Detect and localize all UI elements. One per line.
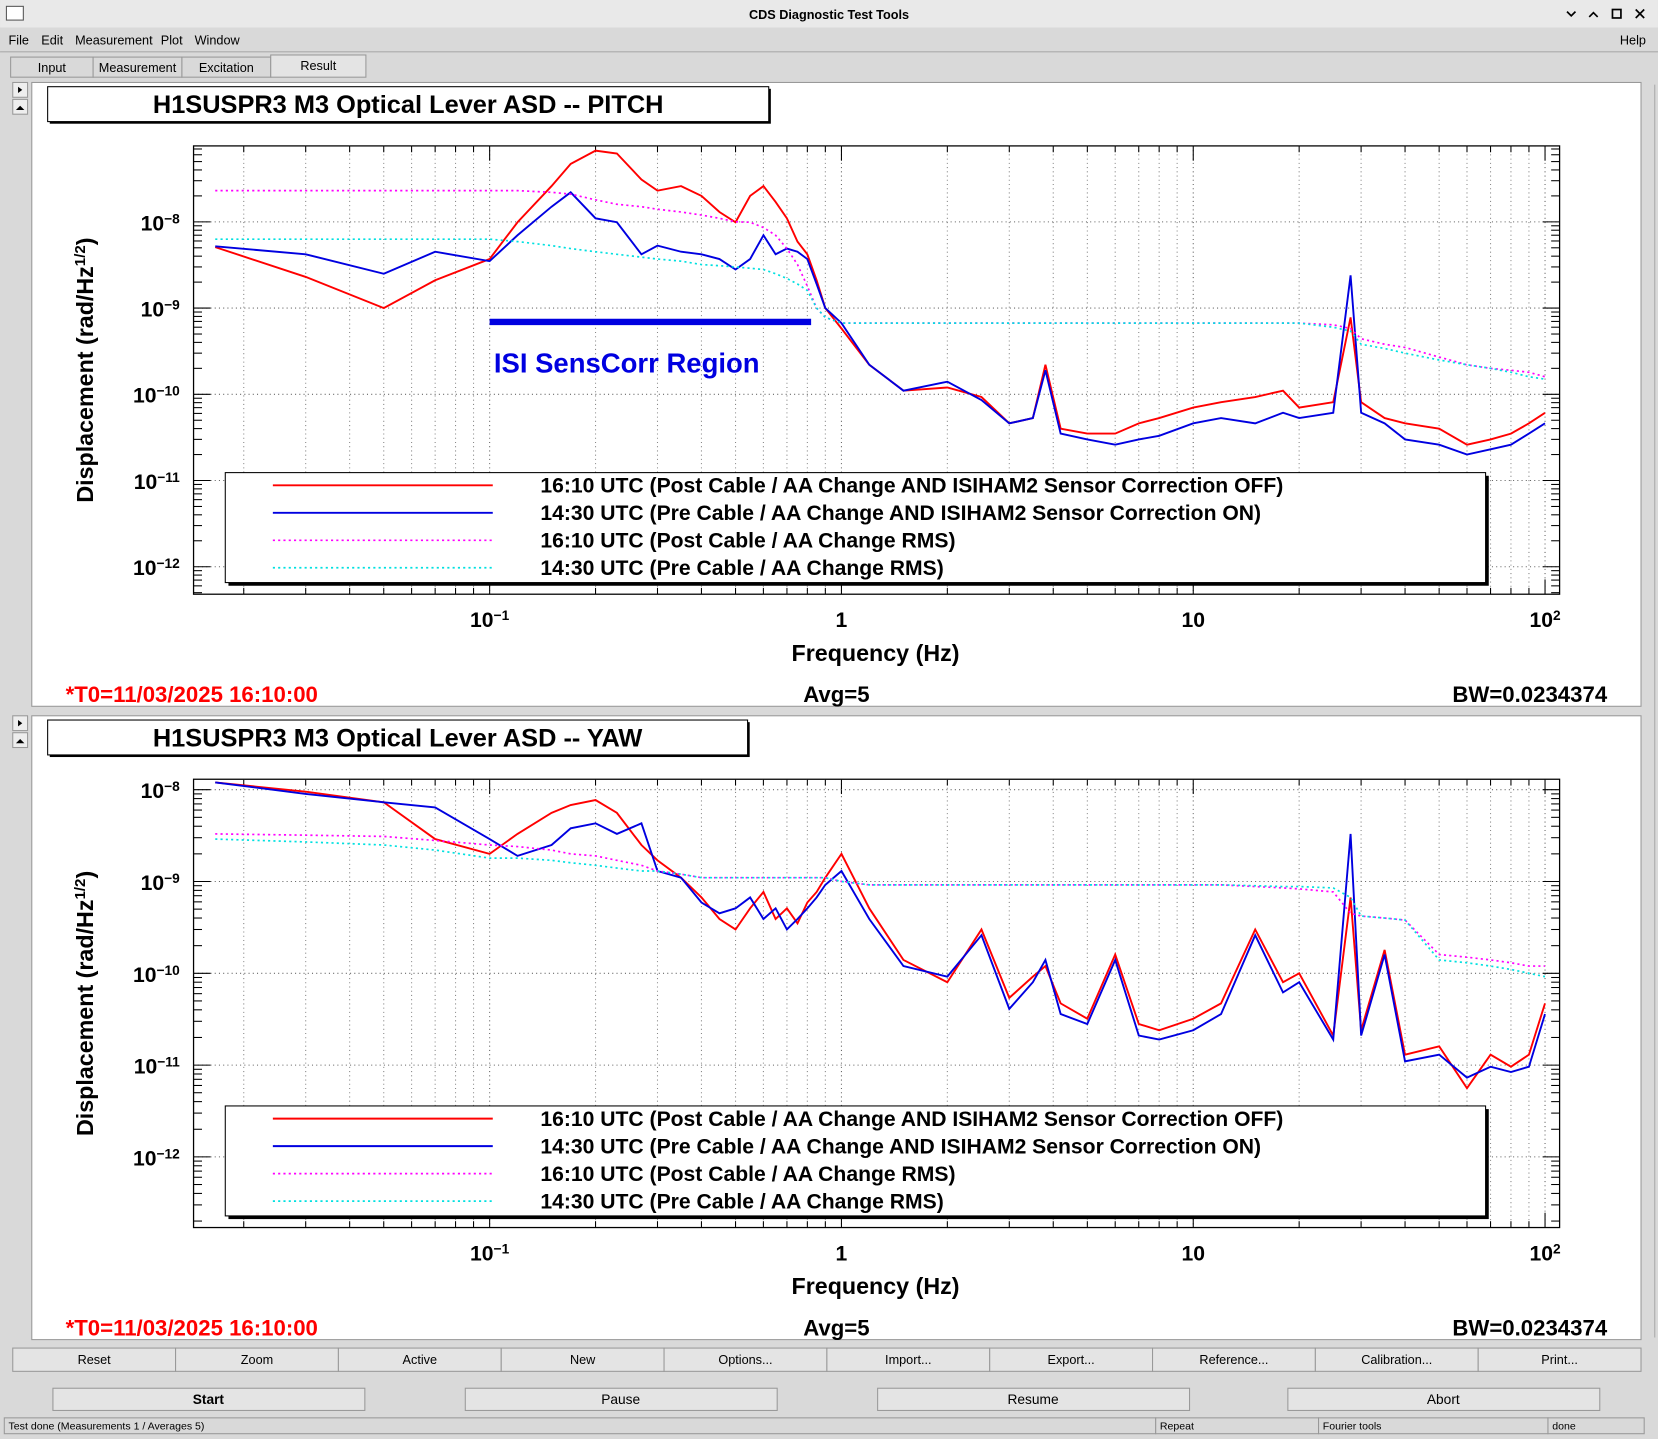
legend-label: 16:10 UTC (Post Cable / AA Change RMS): [540, 530, 955, 553]
maximize-button[interactable]: [1588, 11, 1599, 18]
series-line: [215, 833, 1546, 967]
region-label: ISI SensCorr Region: [494, 348, 760, 379]
control-button-label: Abort: [1427, 1392, 1460, 1407]
y-tick-label: 10−9: [141, 870, 181, 895]
footer-bw: BW=0.0234374: [1452, 682, 1607, 707]
y-tick-label: 10−9: [141, 297, 181, 321]
tab[interactable]: [270, 54, 367, 78]
series-line: [215, 781, 1546, 1079]
control-button: [464, 1387, 778, 1411]
chart-title: H1SUSPR3 M3 Optical Lever ASD -- YAW: [153, 724, 643, 752]
series-line: [215, 189, 1546, 378]
x-tick-label: 1: [836, 1242, 848, 1265]
tab-label[interactable]: Result: [300, 59, 336, 73]
series-line: [215, 191, 1546, 456]
chart: H1SUSPR3 M3 Optical Lever ASD -- PITCH 10…: [47, 86, 1608, 707]
footer-bw: BW=0.0234374: [1452, 1315, 1607, 1340]
legend-label: 16:10 UTC (Post Cable / AA Change AND IS…: [540, 475, 1283, 498]
window-title: CDS Diagnostic Test Tools: [749, 8, 909, 22]
y-tick-label: 10−12: [133, 1146, 180, 1171]
x-tick-label: 10−1: [470, 607, 510, 632]
tab-label[interactable]: Input: [38, 61, 67, 75]
legend-label: 14:30 UTC (Pre Cable / AA Change AND ISI…: [540, 502, 1261, 525]
legend-box: [224, 1105, 1487, 1217]
y-tick-label: 10−11: [134, 469, 180, 494]
x-tick-label: 10−1: [470, 1241, 510, 1266]
status-text: Fourier tools: [1323, 1420, 1382, 1432]
plot-button-label[interactable]: Reference...: [1199, 1353, 1268, 1367]
x-axis-label: Frequency (Hz): [792, 1273, 960, 1299]
footer-avg: Avg=5: [803, 682, 869, 707]
control-button: [1287, 1387, 1601, 1411]
y-tick-label: 10−8: [141, 211, 181, 236]
status-text: done: [1552, 1420, 1576, 1432]
status-text: Repeat: [1160, 1420, 1194, 1432]
plot-button-label[interactable]: Zoom: [241, 1353, 273, 1367]
status-text: Test done (Measurements 1 / Averages 5): [9, 1420, 205, 1432]
plot-button-label[interactable]: New: [570, 1353, 596, 1367]
control-button-label[interactable]: Start: [193, 1392, 225, 1407]
series-line: [215, 781, 1546, 1090]
series-line: [215, 838, 1546, 978]
plot-button-label[interactable]: Active: [403, 1353, 438, 1367]
y-tick-label: 10−10: [133, 383, 180, 408]
control-button[interactable]: [52, 1387, 366, 1411]
series-line: [215, 238, 1546, 380]
control-button-label: Pause: [601, 1392, 640, 1407]
menu-item[interactable]: File: [9, 33, 29, 47]
legend-label: 16:10 UTC (Post Cable / AA Change AND IS…: [540, 1108, 1283, 1131]
restore-button[interactable]: [1611, 8, 1622, 19]
legend-label: 14:30 UTC (Pre Cable / AA Change RMS): [540, 1191, 943, 1214]
footer-t0: *T0=11/03/2025 16:10:00: [66, 682, 318, 707]
menu-item[interactable]: Window: [195, 33, 241, 47]
plot-button-label[interactable]: Export...: [1048, 1353, 1095, 1367]
x-tick-label: 10: [1181, 609, 1205, 632]
control-button-label: Resume: [1007, 1392, 1059, 1407]
x-tick-label: 1: [836, 609, 848, 632]
y-tick-label: 10−10: [133, 962, 180, 987]
app-icon: [5, 5, 24, 21]
title-box: [47, 719, 749, 756]
status-segment: [1547, 1417, 1645, 1435]
y-tick-label: 10−8: [141, 779, 181, 804]
tab-label[interactable]: Measurement: [99, 61, 177, 75]
legend-label: 14:30 UTC (Pre Cable / AA Change RMS): [540, 557, 943, 580]
footer-t0: *T0=11/03/2025 16:10:00: [66, 1315, 318, 1340]
menu-help[interactable]: Help: [1620, 33, 1646, 47]
menu-item[interactable]: Measurement: [75, 33, 153, 47]
menu-item[interactable]: Edit: [41, 33, 63, 47]
chart: H1SUSPR3 M3 Optical Lever ASD -- YAW 10−1…: [47, 719, 1608, 1340]
y-tick-label: 10−12: [133, 556, 180, 581]
control-button: [877, 1387, 1191, 1411]
plot-button[interactable]: [1477, 1347, 1642, 1372]
legend-box: [224, 472, 1487, 584]
menu-item[interactable]: Plot: [161, 33, 183, 47]
minimize-button[interactable]: [1566, 11, 1577, 18]
legend-label: 16:10 UTC (Post Cable / AA Change RMS): [540, 1163, 955, 1186]
title-bar: [0, 0, 1658, 28]
chart-title: H1SUSPR3 M3 Optical Lever ASD -- PITCH: [153, 91, 664, 119]
plot-button-label[interactable]: Options...: [718, 1353, 772, 1367]
plot-button-label[interactable]: Print...: [1541, 1353, 1578, 1367]
x-tick-label: 102: [1529, 1241, 1561, 1266]
legend-label: 14:30 UTC (Pre Cable / AA Change AND ISI…: [540, 1136, 1261, 1159]
y-axis-label: Displacement (rad/Hz1/2): [72, 237, 99, 502]
x-tick-label: 102: [1529, 607, 1561, 632]
plot-button-label[interactable]: Calibration...: [1361, 1353, 1432, 1367]
footer-avg: Avg=5: [803, 1315, 869, 1340]
tab-label[interactable]: Excitation: [199, 61, 254, 75]
y-tick-label: 10−11: [134, 1054, 180, 1079]
plot-button-label[interactable]: Import...: [885, 1353, 931, 1367]
plot-button-label[interactable]: Reset: [78, 1353, 112, 1367]
close-button[interactable]: [1635, 8, 1645, 19]
y-axis-label: Displacement (rad/Hz1/2): [72, 871, 99, 1136]
x-axis-label: Frequency (Hz): [792, 640, 960, 666]
x-tick-label: 10: [1181, 1242, 1205, 1265]
title-box: [47, 86, 770, 123]
